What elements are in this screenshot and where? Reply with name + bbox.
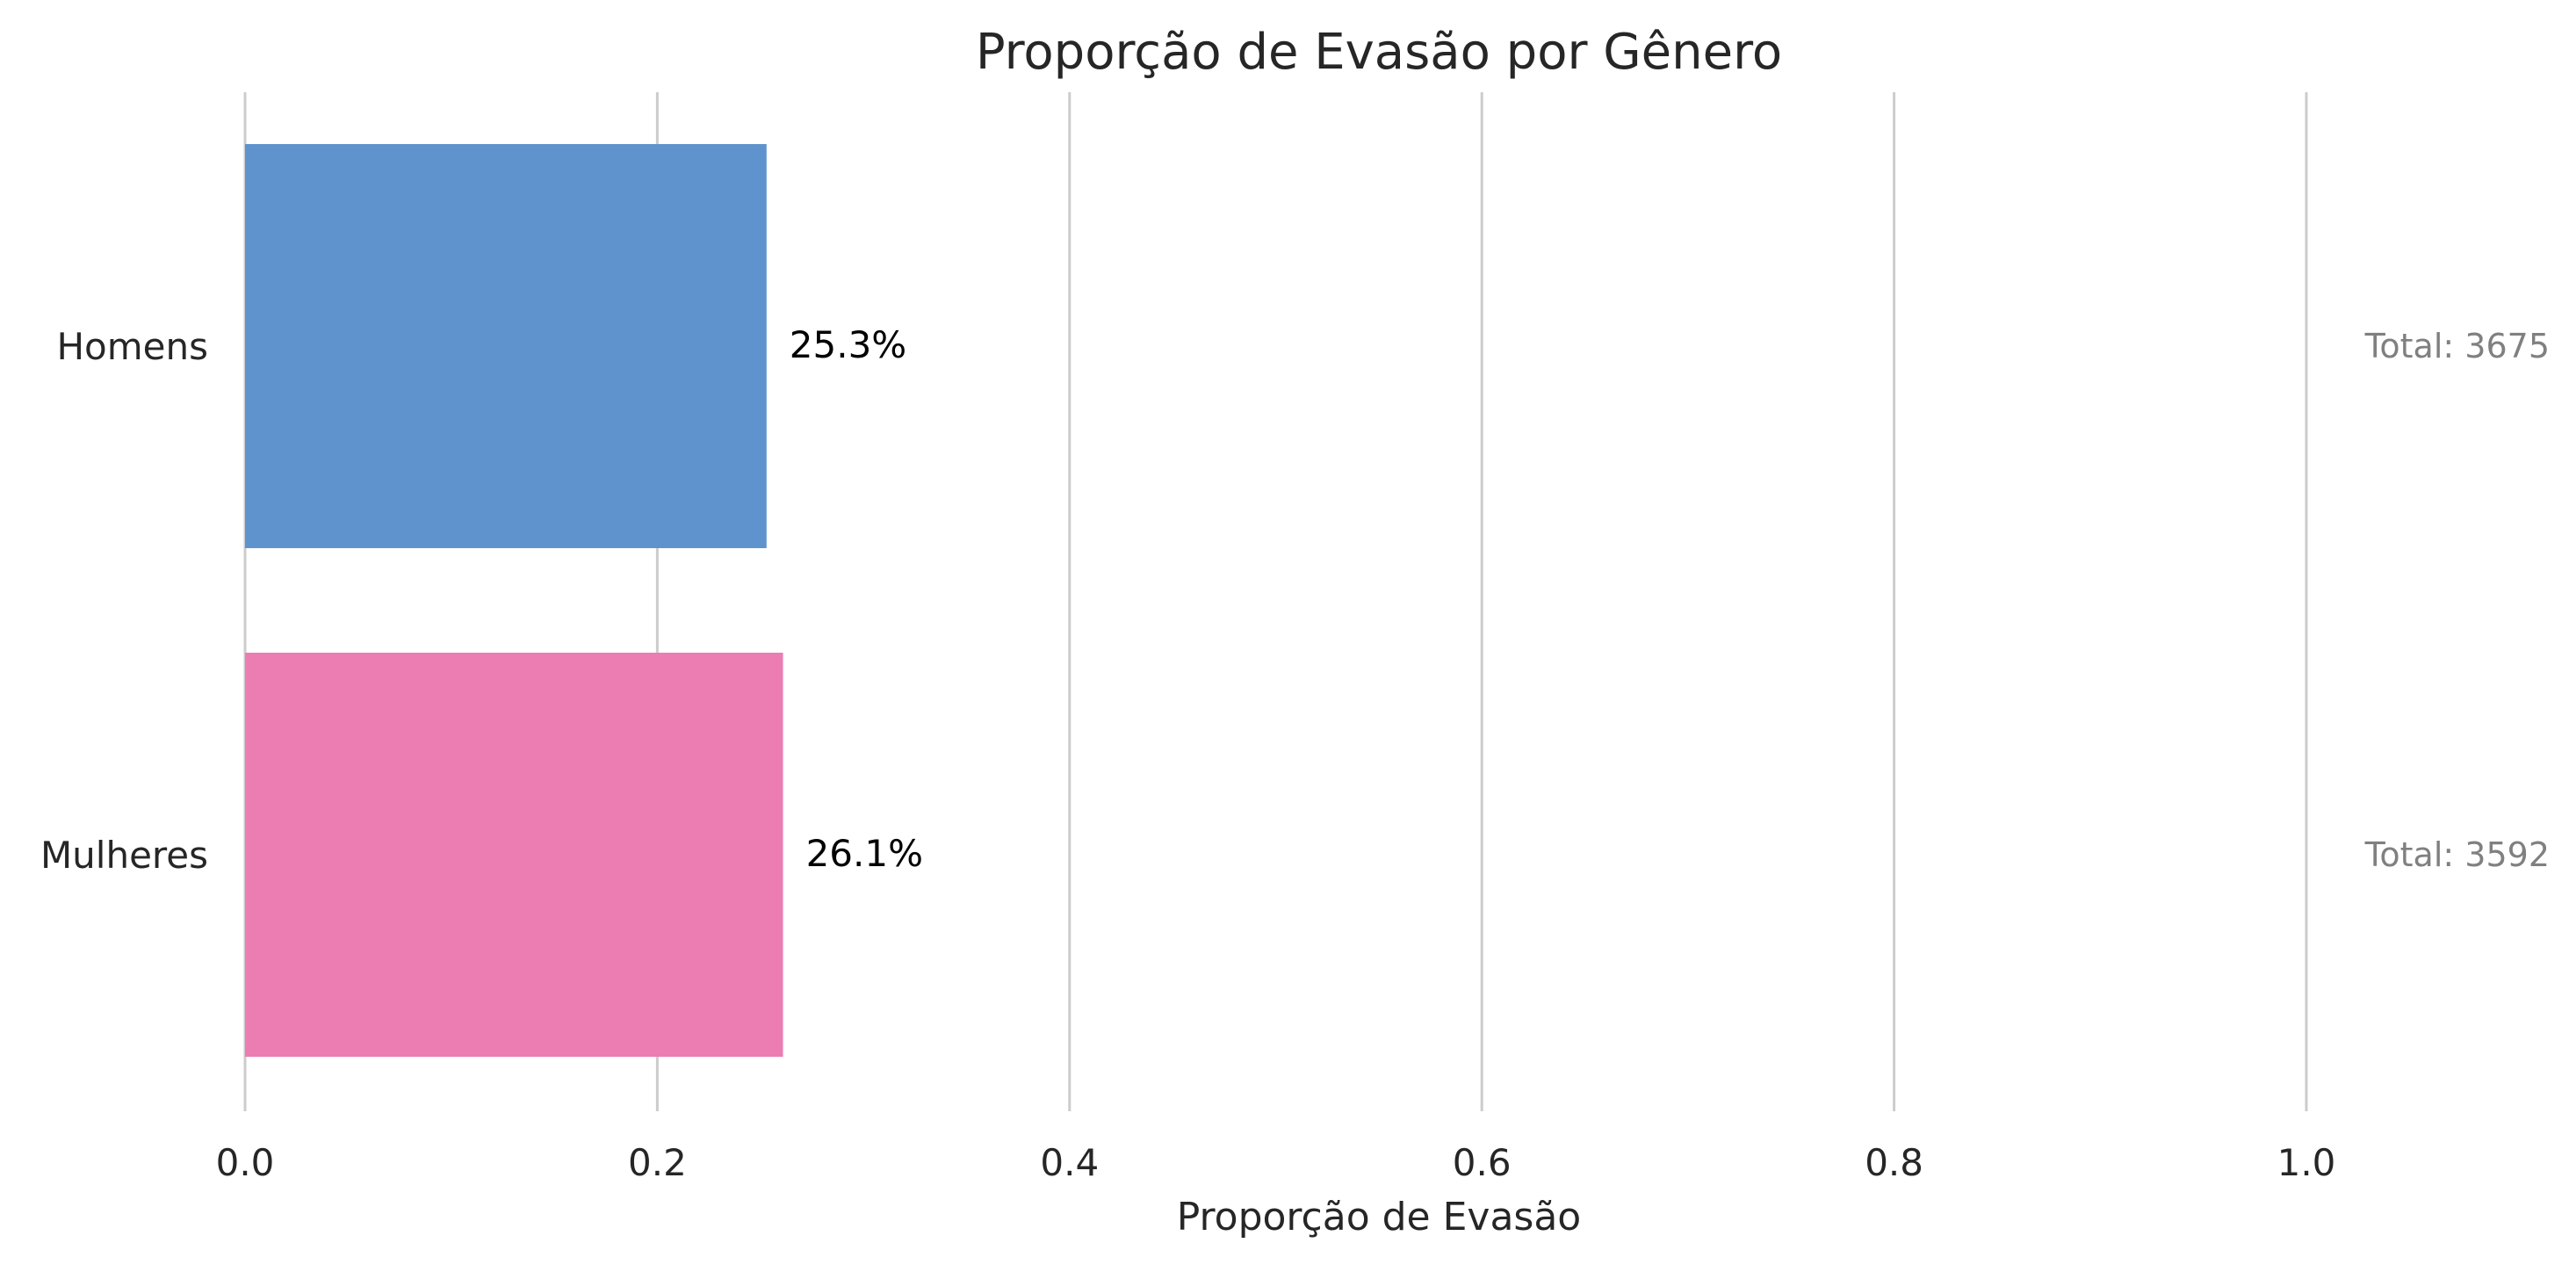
labels: 0.0 0.2 0.4 0.6 0.8 1.0 Homens 25.3% Total: 3675… xyxy=(40,323,2550,1184)
bar xyxy=(245,144,767,548)
y-tick-label: Mulheres xyxy=(40,834,208,877)
y-tick-label: Homens xyxy=(56,325,208,368)
total-annotation: Total: 3592 xyxy=(2364,835,2550,874)
total-annotation: Total: 3675 xyxy=(2364,327,2550,365)
data-label: 26.1% xyxy=(806,832,923,875)
x-tick-label: 0.2 xyxy=(628,1141,687,1184)
x-tick-label: 0.6 xyxy=(1453,1141,1512,1184)
x-tick-label: 0.0 xyxy=(216,1141,275,1184)
chart-title: Proporção de Evasão por Gênero xyxy=(976,24,1782,81)
x-axis-label: Proporção de Evasão xyxy=(1177,1195,1581,1239)
data-label: 25.3% xyxy=(790,323,906,366)
x-tick-label: 0.4 xyxy=(1040,1141,1099,1184)
x-tick-label: 1.0 xyxy=(2277,1141,2336,1184)
bar xyxy=(245,653,783,1057)
x-tick-label: 0.8 xyxy=(1865,1141,1923,1184)
bars xyxy=(245,144,783,1057)
